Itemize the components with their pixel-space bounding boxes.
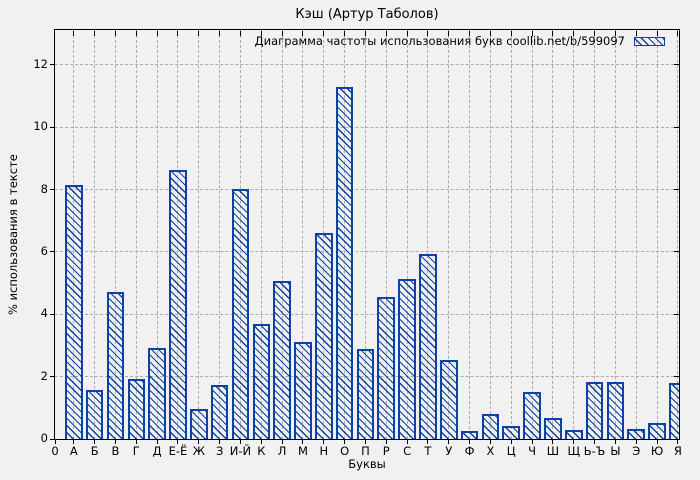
v-gridline-Д [156,30,158,439]
bar-Ч [523,391,541,439]
v-gridline-Т [427,30,429,439]
bar-Г [127,379,146,439]
bar-З [210,385,229,439]
v-gridline-Э [635,30,637,439]
bar-Ж [190,409,208,439]
legend-label: Диаграмма частоты использования букв coo… [254,34,625,48]
v-gridline-П [364,30,366,439]
h-gridline-12 [55,64,679,66]
v-gridline-Ш [552,30,554,439]
bar-П [356,348,375,439]
v-gridline-Щ [573,30,575,439]
bar-Ф [460,430,479,439]
bar-Л [273,280,291,439]
bar-Д [148,347,166,439]
bar-М [294,342,312,439]
h-gridline-4 [55,313,679,315]
chart-title: Кэш (Артур Таболов) [295,7,439,22]
bar-В [106,291,125,439]
bar-И-Й [231,189,250,439]
h-gridline-10 [55,126,679,128]
v-gridline-Ч [531,30,533,439]
bar-Ю [648,422,666,439]
bar-Я [669,382,679,439]
bar-Х [481,414,500,439]
bar-Б [85,390,104,439]
bar-О [335,87,354,439]
bar-Э [627,429,646,439]
v-gridline-М [302,30,304,439]
v-gridline-Ь-Ъ [594,30,596,439]
v-gridline-Х [489,30,491,439]
plot-area: Диаграмма частоты использования букв coo… [54,29,680,440]
v-gridline-У [448,30,450,439]
v-gridline-З [219,30,221,439]
h-gridline-6 [55,251,679,253]
x-axis-label: Буквы [348,457,386,471]
v-gridline-Ю [656,30,658,439]
v-gridline-Ц [510,30,512,439]
bar-Ц [502,425,521,439]
bar-Е-Ё [169,170,187,439]
v-gridline-В [114,30,116,439]
h-gridline-8 [55,189,679,191]
v-gridline-Ж [198,30,200,439]
v-gridline-Л [281,30,283,439]
v-gridline-Г [135,30,137,439]
v-gridline-Р [385,30,387,439]
bar-К [252,324,271,439]
bar-Ш [544,418,562,439]
bar-У [439,360,458,439]
bar-Р [377,296,396,439]
bar-Т [419,254,437,439]
legend: Диаграмма частоты использования букв coo… [255,34,665,48]
v-gridline-Ф [469,30,471,439]
v-gridline-С [406,30,408,439]
bar-Н [314,232,333,439]
v-gridline-К [260,30,262,439]
bar-А [65,184,83,439]
bar-С [398,279,416,439]
bar-Ь-Ъ [585,381,604,439]
bar-Ы [606,381,625,439]
v-gridline-Б [94,30,96,439]
y-axis-label: % использования в тексте [6,154,20,315]
legend-swatch-icon [634,36,665,46]
v-gridline-Ы [614,30,616,439]
bar-Щ [564,430,583,439]
v-gridline-Я [677,30,679,439]
